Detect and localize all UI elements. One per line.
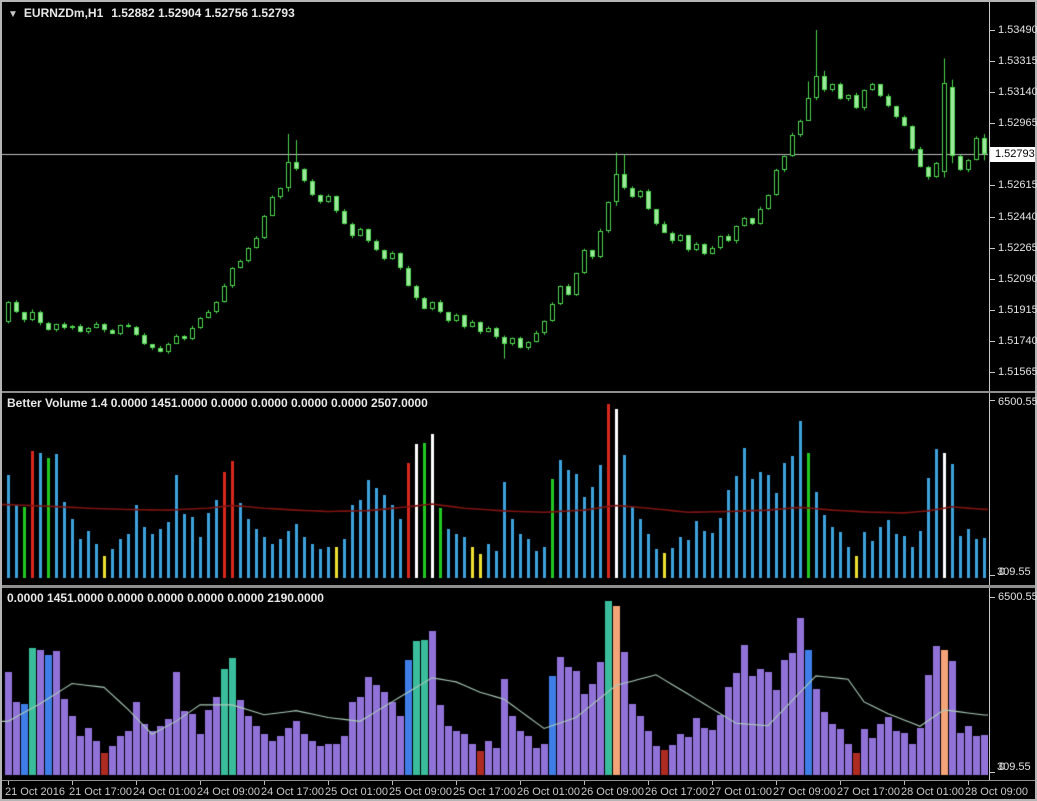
time-axis-label: 25 Oct 09:00 xyxy=(389,786,452,798)
time-axis-label: 27 Oct 01:00 xyxy=(709,786,772,798)
current-price-tag: 1.52793 xyxy=(990,147,1035,162)
price-tick-mark xyxy=(990,123,995,124)
time-axis-label: 28 Oct 09:00 xyxy=(965,786,1028,798)
indicator2-axis-max-label: 6500.55 xyxy=(998,591,1037,603)
time-axis-label: 24 Oct 09:00 xyxy=(197,786,260,798)
time-axis-label: 26 Oct 01:00 xyxy=(517,786,580,798)
time-axis-label: 28 Oct 01:00 xyxy=(901,786,964,798)
time-tick-mark xyxy=(520,781,521,785)
price-tick-label: 1.53315 xyxy=(998,55,1037,67)
price-tick-label: 1.52265 xyxy=(998,242,1037,254)
price-tick-mark xyxy=(990,310,995,311)
time-axis-label: 25 Oct 17:00 xyxy=(453,786,516,798)
time-tick-mark xyxy=(8,781,9,785)
price-tick-mark xyxy=(990,248,995,249)
time-axis-label: 27 Oct 09:00 xyxy=(773,786,836,798)
price-tick-mark xyxy=(990,279,995,280)
volume-indicator-canvas[interactable] xyxy=(2,588,988,780)
price-axis[interactable]: 1.53490 1.53315 1.53140 1.52965 1.52615 1.524… xyxy=(989,2,1037,780)
time-axis-label: 24 Oct 01:00 xyxy=(133,786,196,798)
time-axis[interactable]: 21 Oct 2016 21 Oct 17:00 24 Oct 01:00 24 Oc… xyxy=(2,781,1035,799)
time-axis-label: 21 Oct 17:00 xyxy=(69,786,132,798)
time-tick-mark xyxy=(776,781,777,785)
price-tick-mark xyxy=(990,61,995,62)
price-tick-label: 1.52965 xyxy=(998,117,1037,129)
time-tick-mark xyxy=(584,781,585,785)
price-tick-label: 1.51565 xyxy=(998,366,1037,378)
price-chart-canvas[interactable] xyxy=(2,2,988,391)
price-tick-mark xyxy=(990,341,995,342)
panel-divider-1[interactable] xyxy=(2,391,1035,393)
indicator-tick-mark xyxy=(990,400,995,401)
ohlc-readout: 1.52882 1.52904 1.52756 1.52793 xyxy=(111,6,295,20)
time-tick-mark xyxy=(72,781,73,785)
price-tick-mark xyxy=(990,92,995,93)
time-axis-label: 24 Oct 17:00 xyxy=(261,786,324,798)
volume-indicator-header: 0.0000 1451.0000 0.0000 0.0000 0.0000 0.… xyxy=(7,591,324,605)
time-tick-mark xyxy=(136,781,137,785)
time-axis-label: 27 Oct 17:00 xyxy=(837,786,900,798)
time-tick-mark xyxy=(968,781,969,785)
indicator-axis-zero-label: 0 xyxy=(999,566,1006,578)
time-axis-label: 26 Oct 17:00 xyxy=(645,786,708,798)
indicator2-axis-min-label: 309.55 xyxy=(997,761,1031,773)
time-tick-mark xyxy=(328,781,329,785)
time-axis-label: 21 Oct 2016 xyxy=(5,786,65,798)
better-volume-canvas[interactable] xyxy=(2,393,988,585)
price-tick-mark xyxy=(990,30,995,31)
time-tick-mark xyxy=(200,781,201,785)
time-axis-divider xyxy=(2,780,1035,781)
better-volume-header: Better Volume 1.4 0.0000 1451.0000 0.000… xyxy=(7,396,428,410)
price-tick-label: 1.51740 xyxy=(998,335,1037,347)
panel-divider-2[interactable] xyxy=(2,585,1035,588)
time-tick-mark xyxy=(648,781,649,785)
symbol-title: EURNZDm,H1 xyxy=(23,6,104,20)
price-tick-mark xyxy=(990,185,995,186)
indicator-axis-min-label: 309.55 xyxy=(997,566,1031,578)
price-tick-mark xyxy=(990,217,995,218)
chart-header: ▼ EURNZDm,H1 1.52882 1.52904 1.52756 1.527… xyxy=(8,6,295,20)
time-tick-mark xyxy=(712,781,713,785)
time-tick-mark xyxy=(392,781,393,785)
indicator-tick-mark xyxy=(990,597,995,598)
time-tick-mark xyxy=(456,781,457,785)
indicator2-axis-zero-label: 0 xyxy=(999,761,1006,773)
time-axis-label: 26 Oct 09:00 xyxy=(581,786,644,798)
price-tick-label: 1.53140 xyxy=(998,86,1037,98)
indicator-tick-mark xyxy=(990,575,995,576)
price-tick-mark xyxy=(990,372,995,373)
time-axis-label: 25 Oct 01:00 xyxy=(325,786,388,798)
symbol-dropdown-icon[interactable]: ▼ xyxy=(8,9,18,20)
time-tick-mark xyxy=(264,781,265,785)
price-tick-label: 1.52615 xyxy=(998,179,1037,191)
price-tick-label: 1.52090 xyxy=(998,273,1037,285)
time-tick-mark xyxy=(840,781,841,785)
indicator-axis-max-label: 6500.55 xyxy=(998,396,1037,408)
time-tick-mark xyxy=(904,781,905,785)
price-tick-label: 1.52440 xyxy=(998,211,1037,223)
price-tick-label: 1.53490 xyxy=(998,24,1037,36)
price-tick-label: 1.51915 xyxy=(998,304,1037,316)
indicator-tick-mark xyxy=(990,772,995,773)
